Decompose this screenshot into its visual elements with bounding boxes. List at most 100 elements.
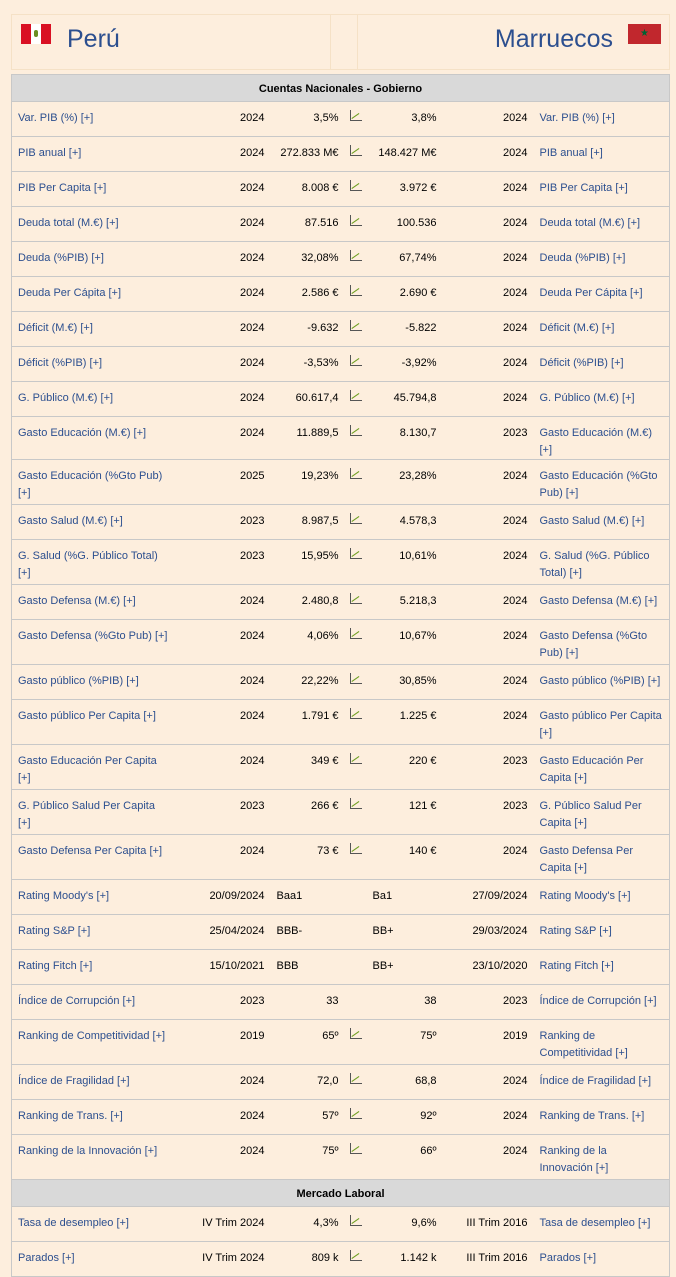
left-indicator-link-cell: Índice de Corrupción [+]	[11, 984, 175, 1020]
left-indicator-link[interactable]: Deuda total (M.€) [+]	[18, 217, 119, 229]
right-indicator-link[interactable]: Déficit (%PIB) [+]	[539, 357, 624, 369]
chart-icon[interactable]	[349, 250, 362, 261]
right-indicator-link[interactable]: PIB anual [+]	[539, 147, 603, 159]
left-indicator-link[interactable]: Gasto Educación (%Gto Pub) [+]	[18, 470, 163, 499]
chart-icon[interactable]	[349, 1073, 362, 1084]
left-indicator-link[interactable]: G. Salud (%G. Público Total) [+]	[18, 550, 158, 579]
right-indicator-link[interactable]: G. Público Salud Per Capita [+]	[539, 800, 642, 829]
left-country-title[interactable]: Perú	[67, 25, 120, 53]
right-indicator-link[interactable]: Var. PIB (%) [+]	[539, 112, 615, 124]
left-indicator-link[interactable]: Deuda Per Cápita [+]	[18, 287, 122, 299]
left-indicator-link[interactable]: Gasto Educación (M.€) [+]	[18, 427, 147, 439]
right-indicator-link[interactable]: Gasto Educación Per Capita [+]	[539, 755, 644, 784]
right-indicator-link[interactable]: Índice de Corrupción [+]	[539, 995, 657, 1007]
left-indicator-link[interactable]: PIB Per Capita [+]	[18, 182, 107, 194]
chart-icon[interactable]	[349, 708, 362, 719]
chart-icon[interactable]	[349, 285, 362, 296]
right-value-cell: 66º	[366, 1134, 443, 1180]
right-indicator-link[interactable]: Índice de Fragilidad [+]	[539, 1075, 652, 1087]
left-indicator-link[interactable]: Gasto Defensa (%Gto Pub) [+]	[18, 630, 168, 642]
right-indicator-link[interactable]: Deuda total (M.€) [+]	[539, 217, 641, 229]
right-indicator-link[interactable]: Deuda (%PIB) [+]	[539, 252, 626, 264]
left-indicator-link[interactable]: Déficit (%PIB) [+]	[18, 357, 103, 369]
left-indicator-link[interactable]: Ranking de Trans. [+]	[18, 1110, 123, 1122]
left-indicator-link[interactable]: PIB anual [+]	[18, 147, 82, 159]
left-indicator-link[interactable]: Gasto Educación Per Capita [+]	[18, 755, 157, 784]
left-indicator-link[interactable]: G. Público (M.€) [+]	[18, 392, 114, 404]
left-value-cell: 2.480,8	[270, 584, 345, 620]
chart-icon[interactable]	[349, 513, 362, 524]
left-indicator-link[interactable]: Ranking de la Innovación [+]	[18, 1145, 158, 1157]
chart-icon[interactable]	[349, 425, 362, 436]
chart-icon[interactable]	[349, 355, 362, 366]
right-indicator-link[interactable]: Gasto público Per Capita [+]	[539, 710, 662, 739]
right-indicator-link[interactable]: Parados [+]	[539, 1252, 597, 1264]
chart-icon[interactable]	[349, 1250, 362, 1261]
chart-icon[interactable]	[349, 1215, 362, 1226]
chart-icon[interactable]	[349, 215, 362, 226]
chart-icon[interactable]	[349, 145, 362, 156]
chart-icon[interactable]	[349, 628, 362, 639]
chart-icon[interactable]	[349, 1028, 362, 1039]
right-indicator-link[interactable]: Ranking de Competitividad [+]	[539, 1030, 628, 1059]
right-indicator-link[interactable]: Déficit (M.€) [+]	[539, 322, 615, 334]
left-value: 32,08%	[301, 252, 339, 264]
right-indicator-link[interactable]: Gasto público (%PIB) [+]	[539, 675, 661, 687]
left-indicator-link[interactable]: Gasto público (%PIB) [+]	[18, 675, 139, 687]
comparison-header: Perú Marruecos ★	[0, 0, 676, 72]
left-indicator-link[interactable]: Gasto Defensa (M.€) [+]	[18, 595, 136, 607]
right-indicator-link[interactable]: Tasa de desempleo [+]	[539, 1217, 651, 1229]
right-indicator-link[interactable]: Gasto Defensa (M.€) [+]	[539, 595, 658, 607]
chart-icon[interactable]	[349, 1143, 362, 1154]
right-indicator-link[interactable]: Deuda Per Cápita [+]	[539, 287, 643, 299]
right-indicator-link[interactable]: Rating Fitch [+]	[539, 960, 614, 972]
left-indicator-link[interactable]: Tasa de desempleo [+]	[18, 1217, 129, 1229]
left-indicator-link[interactable]: G. Público Salud Per Capita [+]	[18, 800, 155, 829]
chart-icon[interactable]	[349, 180, 362, 191]
chart-icon[interactable]	[349, 468, 362, 479]
right-date-cell: 2024	[442, 539, 534, 585]
chart-icon[interactable]	[349, 843, 362, 854]
chart-cell	[344, 276, 367, 312]
right-value-cell: 4.578,3	[366, 504, 443, 540]
right-indicator-link[interactable]: Gasto Educación (%Gto Pub) [+]	[539, 470, 658, 499]
left-indicator-link[interactable]: Var. PIB (%) [+]	[18, 112, 94, 124]
right-indicator-link[interactable]: Ranking de Trans. [+]	[539, 1110, 645, 1122]
left-indicator-link[interactable]: Rating S&P [+]	[18, 925, 91, 937]
chart-icon[interactable]	[349, 390, 362, 401]
right-value: 9,6%	[411, 1217, 437, 1229]
right-indicator-link[interactable]: Rating S&P [+]	[539, 925, 612, 937]
chart-icon[interactable]	[349, 673, 362, 684]
left-indicator-link[interactable]: Gasto Defensa Per Capita [+]	[18, 845, 162, 857]
chart-icon[interactable]	[349, 320, 362, 331]
left-indicator-link[interactable]: Parados [+]	[18, 1252, 75, 1264]
chart-icon[interactable]	[349, 548, 362, 559]
left-date: 2024	[240, 710, 265, 722]
table-row: Gasto Defensa (M.€) [+] 2024 2.480,8 5.218,…	[11, 584, 670, 620]
left-value-cell: 4,3%	[270, 1206, 345, 1242]
left-value: 73 €	[317, 845, 339, 857]
left-indicator-link[interactable]: Índice de Corrupción [+]	[18, 995, 136, 1007]
left-indicator-link[interactable]: Rating Moody's [+]	[18, 890, 110, 902]
right-indicator-link[interactable]: Gasto Salud (M.€) [+]	[539, 515, 645, 527]
right-indicator-link[interactable]: G. Público (M.€) [+]	[539, 392, 635, 404]
left-indicator-link[interactable]: Gasto Salud (M.€) [+]	[18, 515, 123, 527]
left-indicator-link[interactable]: Rating Fitch [+]	[18, 960, 93, 972]
chart-icon[interactable]	[349, 110, 362, 121]
right-country-title[interactable]: Marruecos	[494, 25, 613, 53]
right-indicator-link[interactable]: Rating Moody's [+]	[539, 890, 631, 902]
right-indicator-link[interactable]: Ranking de la Innovación [+]	[539, 1145, 609, 1174]
left-indicator-link[interactable]: Deuda (%PIB) [+]	[18, 252, 104, 264]
chart-icon[interactable]	[349, 753, 362, 764]
right-indicator-link[interactable]: Gasto Defensa Per Capita [+]	[539, 845, 634, 874]
chart-icon[interactable]	[349, 798, 362, 809]
left-indicator-link[interactable]: Ranking de Competitividad [+]	[18, 1030, 166, 1042]
chart-icon[interactable]	[349, 593, 362, 604]
right-indicator-link[interactable]: Gasto Educación (M.€) [+]	[539, 427, 653, 456]
right-indicator-link[interactable]: G. Salud (%G. Público Total) [+]	[539, 550, 650, 579]
right-indicator-link[interactable]: Gasto Defensa (%Gto Pub) [+]	[539, 630, 648, 659]
right-indicator-link[interactable]: PIB Per Capita [+]	[539, 182, 628, 194]
left-indicator-link[interactable]: Déficit (M.€) [+]	[18, 322, 93, 334]
left-indicator-link[interactable]: Índice de Fragilidad [+]	[18, 1075, 130, 1087]
left-indicator-link[interactable]: Gasto público Per Capita [+]	[18, 710, 156, 722]
